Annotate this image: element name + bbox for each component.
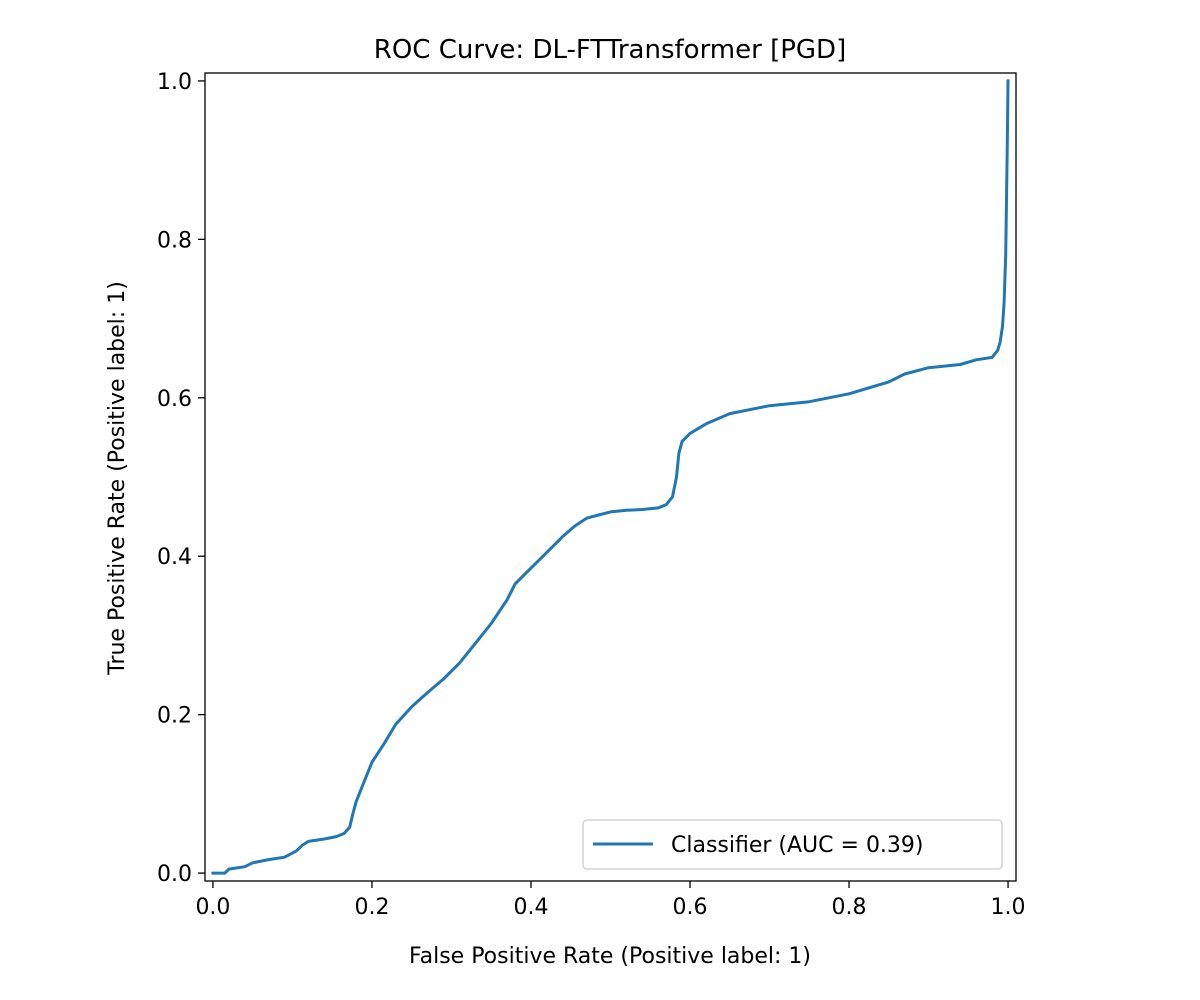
legend-label: Classifier (AUC = 0.39)	[671, 833, 924, 858]
x-tick-label: 0.6	[673, 895, 708, 920]
y-tick-label: 1.0	[157, 70, 192, 95]
legend: Classifier (AUC = 0.39)	[582, 819, 1003, 870]
x-tick-label: 0.2	[354, 895, 389, 920]
x-tick-label: 0.4	[513, 895, 548, 920]
y-tick-label: 0.8	[157, 228, 192, 253]
x-tick-label: 0.0	[195, 895, 230, 920]
plot-area: 0.0 0.2 0.4 0.6 0.8 1.0 0.0 0.2 0.4 0.6 0.8 1.0 Clas…	[157, 70, 1026, 920]
chart-title: ROC Curve: DL-FTTransformer [PGD]	[374, 35, 846, 65]
y-tick-label: 0.4	[157, 545, 192, 570]
y-tick-label: 0.0	[157, 862, 192, 887]
x-tick-label: 0.8	[832, 895, 867, 920]
x-axis-label: False Positive Rate (Positive label: 1)	[409, 944, 811, 969]
axes-frame	[204, 72, 1017, 882]
y-tick-label: 0.2	[157, 704, 192, 729]
x-tick-label: 1.0	[991, 895, 1026, 920]
y-tick-label: 0.6	[157, 387, 192, 412]
roc-curve-line	[211, 79, 1010, 875]
y-axis-label: True Positive Rate (Positive label: 1)	[105, 281, 130, 676]
legend-box	[582, 819, 1003, 870]
